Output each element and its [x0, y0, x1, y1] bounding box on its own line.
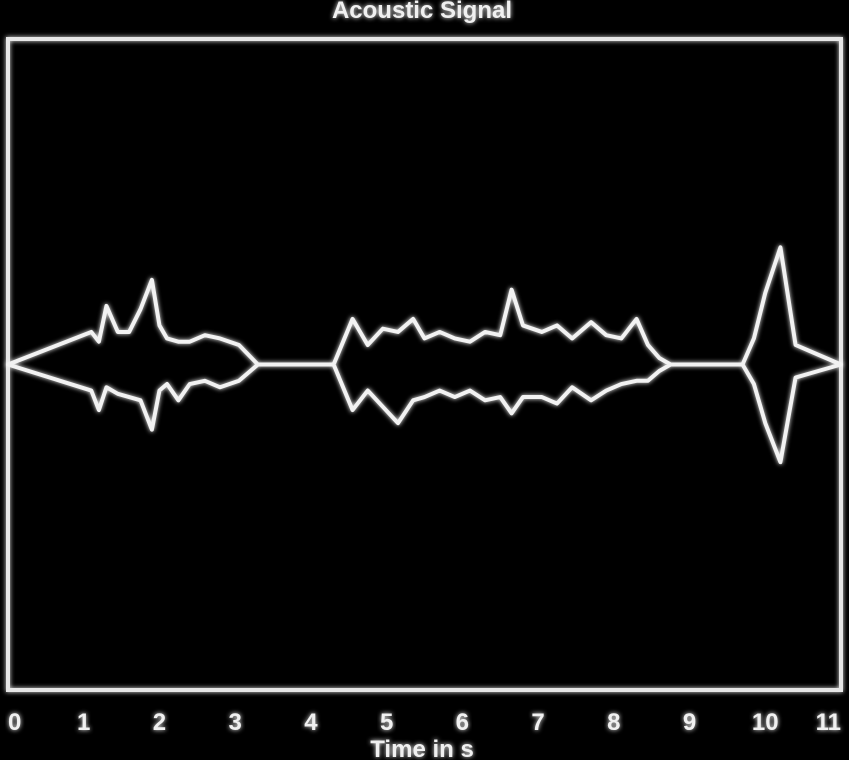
x-tick-label: 11 — [816, 709, 841, 736]
x-tick-label: 3 — [229, 709, 242, 736]
x-tick-label: 10 — [752, 709, 779, 736]
chart-title: Acoustic Signal — [332, 0, 512, 24]
x-tick-label: 5 — [380, 709, 393, 736]
x-tick-label: 2 — [153, 709, 166, 736]
x-tick-label: 1 — [77, 709, 90, 736]
x-tick-label: 0 — [8, 709, 21, 736]
x-tick-label: 7 — [531, 709, 544, 736]
x-tick-label: 4 — [304, 709, 318, 736]
x-tick-label: 6 — [456, 709, 469, 736]
x-axis-ticks: 0 1 2 3 4 5 6 7 8 9 10 11 — [6, 39, 843, 736]
acoustic-signal-series — [6, 245, 843, 465]
x-tick-label: 8 — [607, 709, 620, 736]
signal-layer — [6, 245, 843, 465]
marker-layer — [660, 97, 689, 586]
x-axis-title: Time in s — [370, 736, 474, 760]
y-axis-ticks — [8, 37, 841, 692]
x-tick-label: 9 — [683, 709, 696, 736]
